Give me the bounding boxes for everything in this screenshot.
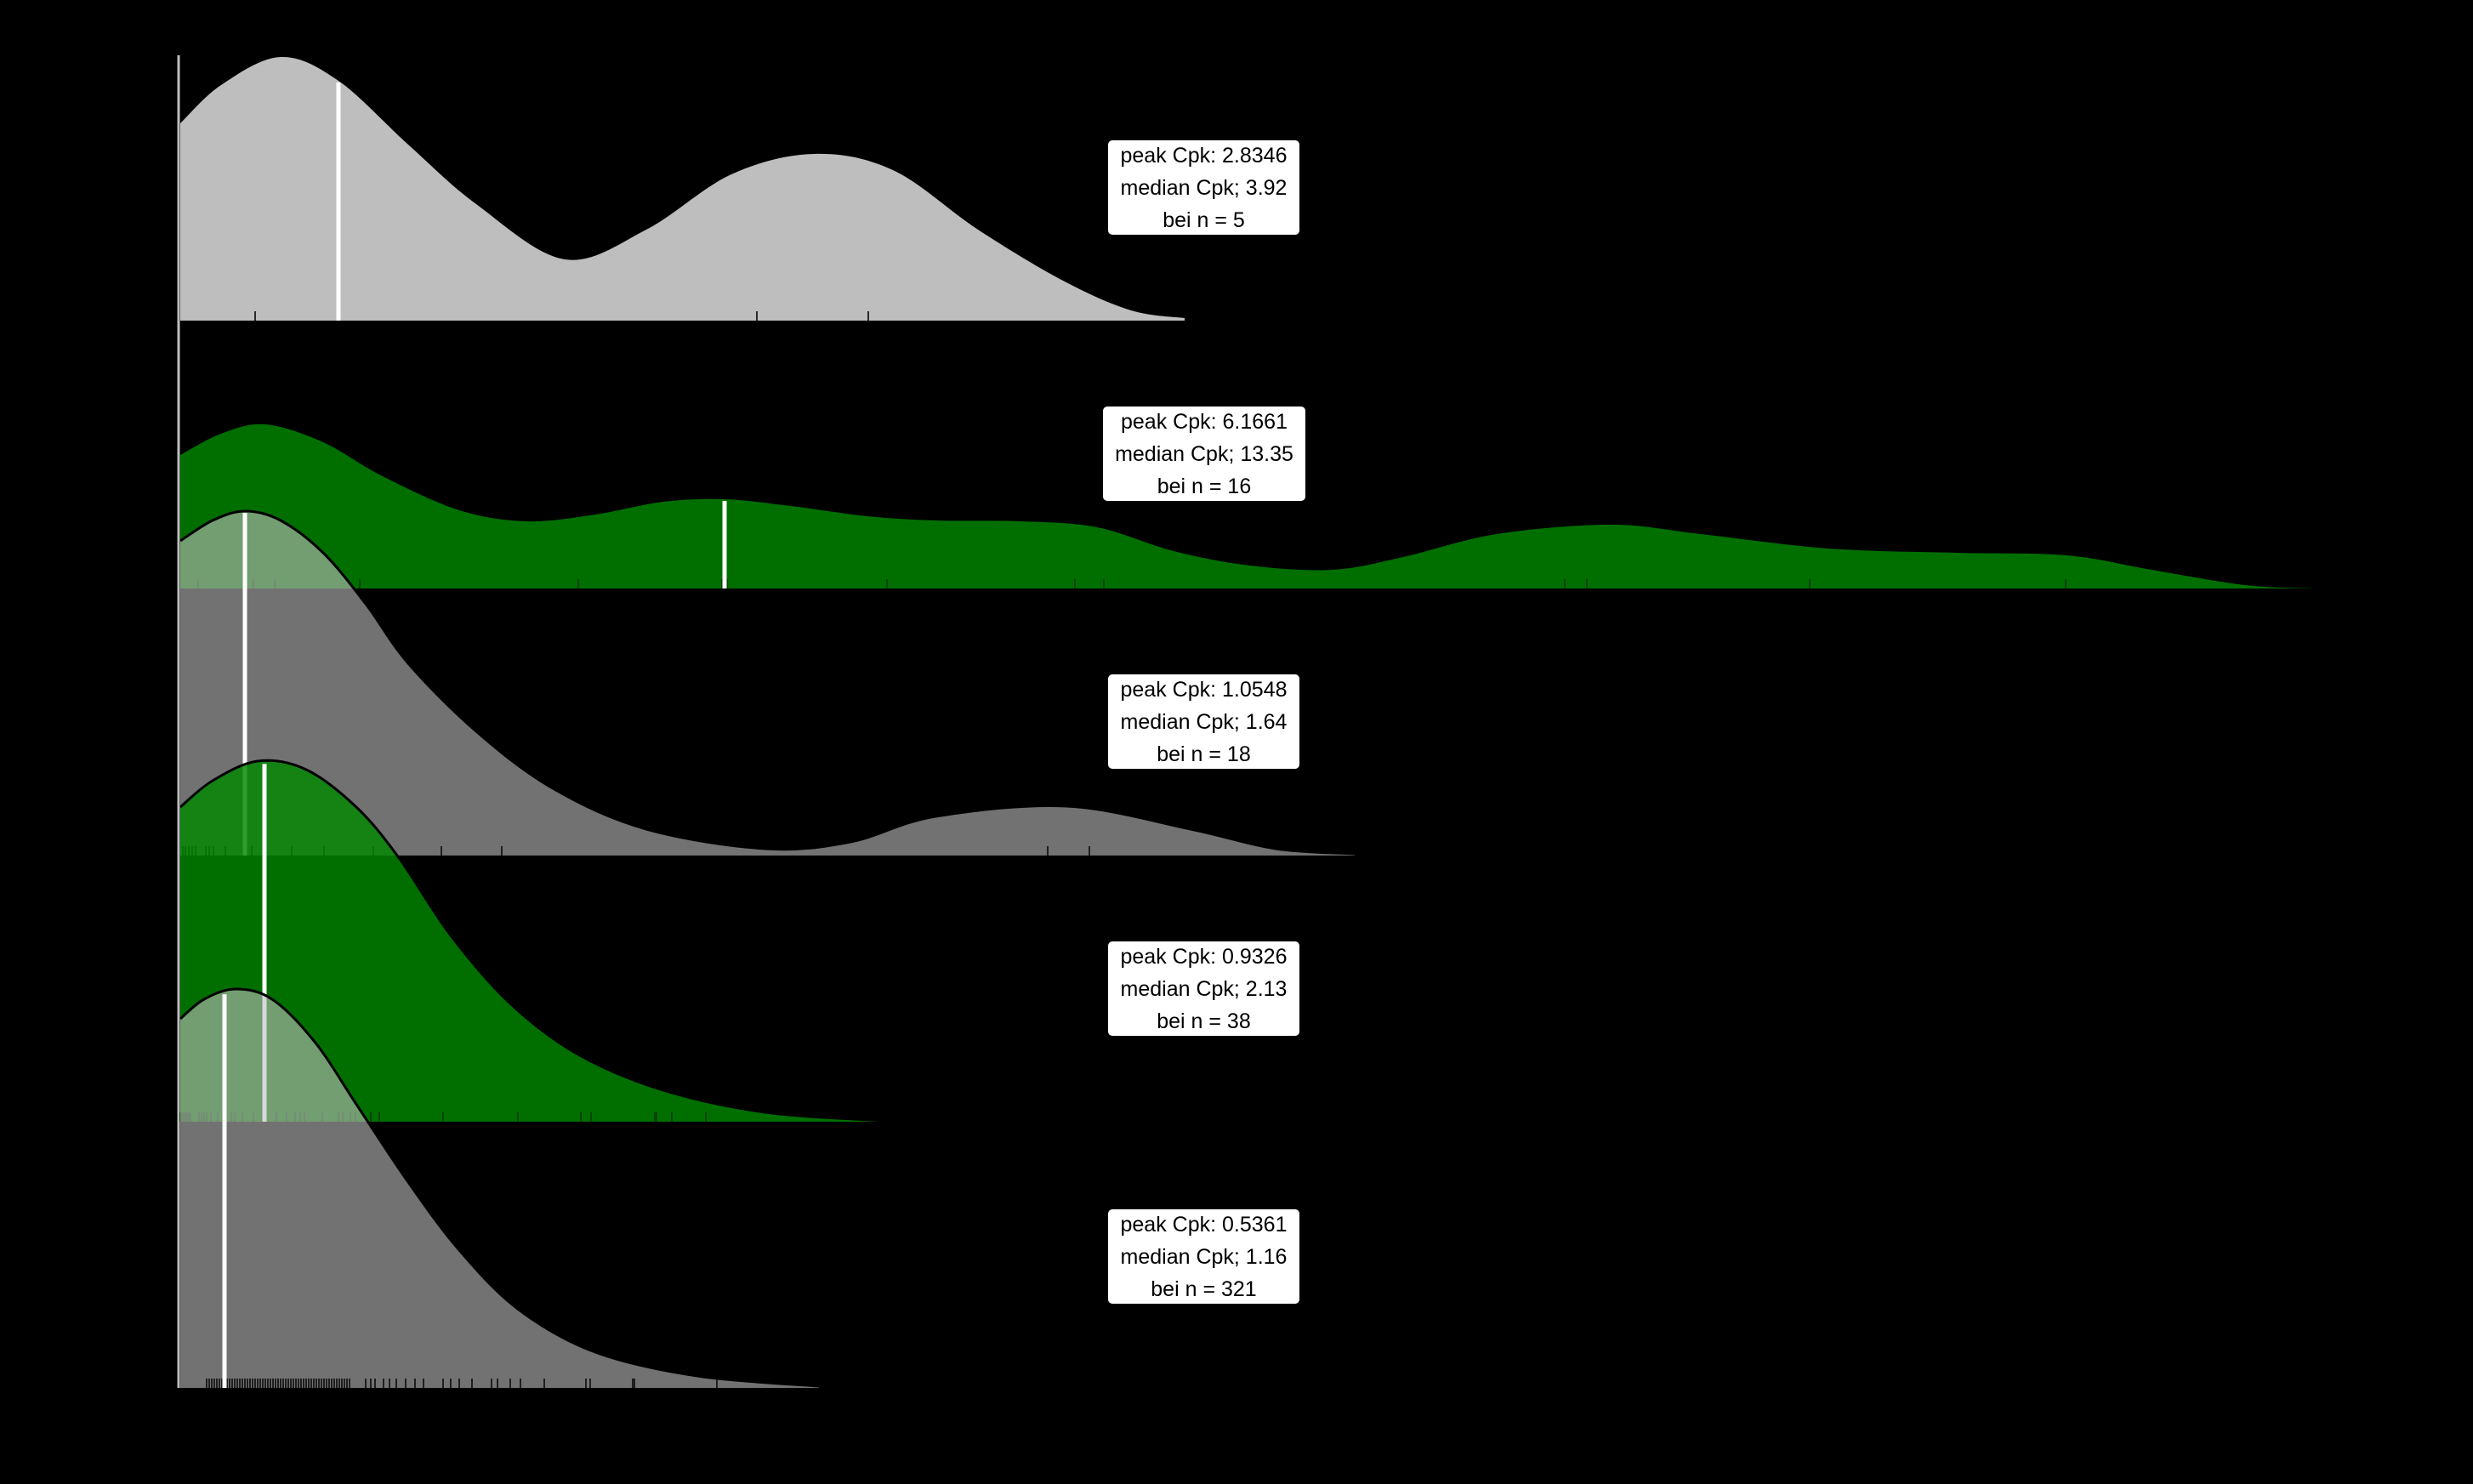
median-cpk-label: median Cpk; 2.13 — [1120, 976, 1288, 1001]
sample-size-label: bei n = 321 — [1151, 1276, 1257, 1301]
annotation-box-1: peak Cpk: 2.8346 median Cpk; 3.92 bei n … — [1108, 140, 1299, 235]
peak-cpk-label: peak Cpk: 0.5361 — [1120, 1212, 1288, 1237]
median-cpk-label: median Cpk; 13.35 — [1115, 441, 1293, 466]
annotation-box-4: peak Cpk: 0.9326 median Cpk; 2.13 bei n … — [1108, 941, 1299, 1036]
median-cpk-label: median Cpk; 1.16 — [1120, 1244, 1288, 1269]
median-cpk-label: median Cpk; 3.92 — [1120, 175, 1288, 200]
ridge-5 — [179, 987, 820, 1388]
ridges-layer — [179, 56, 2314, 1388]
ridge-2 — [180, 424, 2314, 588]
density-area — [180, 989, 819, 1388]
sample-size-label: bei n = 18 — [1157, 742, 1251, 766]
peak-cpk-label: peak Cpk: 2.8346 — [1120, 143, 1288, 168]
annotation-box-5: peak Cpk: 0.5361 median Cpk; 1.16 bei n … — [1108, 1209, 1299, 1304]
peak-cpk-label: peak Cpk: 0.9326 — [1120, 944, 1288, 969]
median-cpk-label: median Cpk; 1.64 — [1120, 709, 1288, 734]
peak-cpk-label: peak Cpk: 1.0548 — [1120, 677, 1288, 702]
annotation-box-2: peak Cpk: 6.1661 median Cpk; 13.35 bei n… — [1103, 407, 1305, 501]
density-area — [180, 56, 1185, 321]
annotation-box-3: peak Cpk: 1.0548 median Cpk; 1.64 bei n … — [1108, 674, 1299, 769]
sample-size-label: bei n = 5 — [1163, 208, 1245, 232]
density-outline — [179, 759, 885, 1123]
peak-cpk-label: peak Cpk: 6.1661 — [1121, 409, 1288, 434]
density-outline — [179, 987, 820, 1388]
density-area — [180, 511, 1355, 856]
density-area — [180, 760, 884, 1122]
density-outline — [179, 509, 1356, 856]
sample-size-label: bei n = 38 — [1157, 1009, 1251, 1033]
rug-marks — [206, 1379, 718, 1388]
density-area — [180, 424, 2314, 588]
ridge-1 — [180, 56, 1185, 321]
sample-size-label: bei n = 16 — [1157, 474, 1252, 498]
